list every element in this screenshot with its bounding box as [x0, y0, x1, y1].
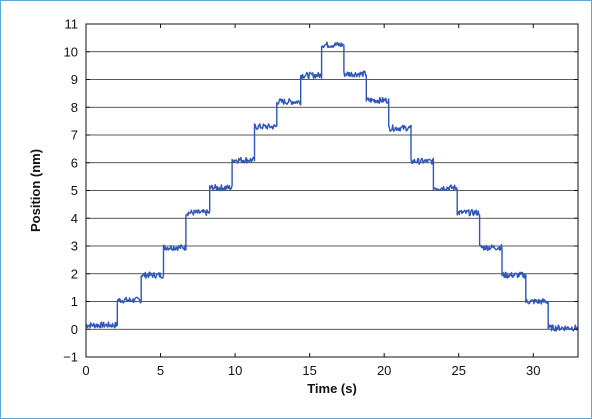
position-trace-line [85, 41, 579, 332]
x-tick-label: 30 [526, 363, 540, 378]
y-tick-label: 10 [64, 44, 78, 59]
x-tick-label: 10 [228, 363, 242, 378]
data-series [85, 41, 579, 332]
y-tick-label: 7 [71, 128, 78, 143]
y-tick-label: 9 [71, 72, 78, 87]
x-tick-label: 20 [377, 363, 391, 378]
x-tick-label: 15 [302, 363, 316, 378]
grid-lines [86, 51, 578, 330]
y-tick-label: 11 [65, 17, 79, 32]
y-tick-label: 3 [71, 239, 78, 254]
y-tick-label: −1 [63, 350, 78, 365]
y-tick-label: 6 [71, 155, 78, 170]
y-tick-label: 5 [71, 183, 78, 198]
x-axis-label: Time (s) [307, 381, 357, 396]
axis-ticks: −1 0 1 2 3 4 5 6 7 8 9 10 11 0 5 10 15 20 25 30 [63, 17, 578, 378]
y-tick-label: 2 [71, 266, 78, 281]
y-tick-label: 8 [71, 100, 78, 115]
x-tick-label: 5 [157, 363, 164, 378]
y-tick-label: 4 [71, 211, 78, 226]
x-tick-label: 0 [82, 363, 89, 378]
x-tick-label: 25 [451, 363, 465, 378]
y-tick-label: 0 [71, 322, 78, 337]
y-tick-label: 1 [71, 294, 78, 309]
y-axis-label: Position (nm) [28, 149, 43, 232]
